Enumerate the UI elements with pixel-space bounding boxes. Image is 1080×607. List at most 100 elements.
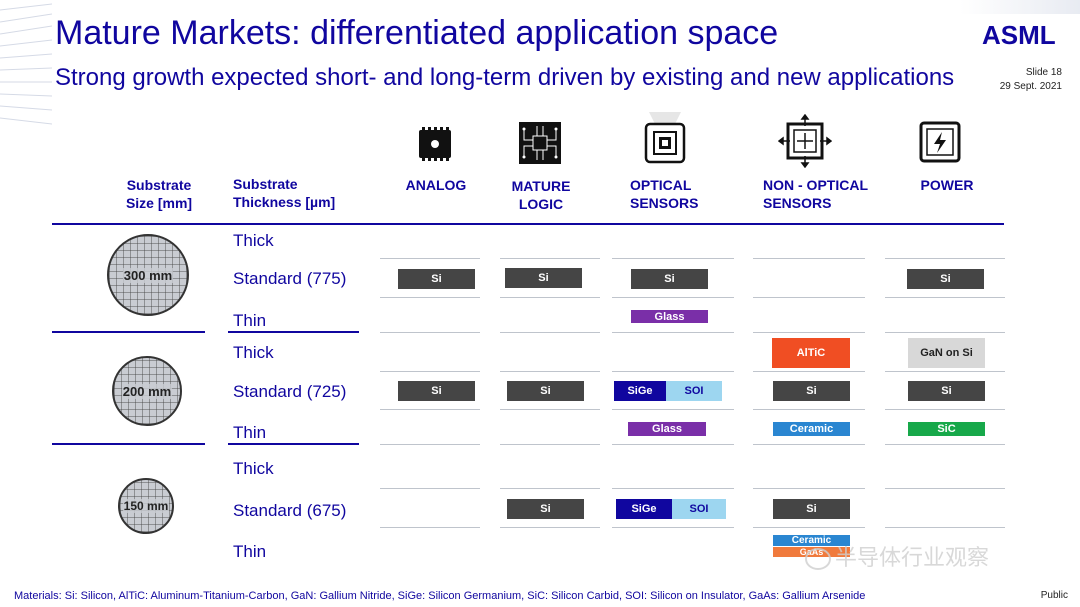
header-substrate-size: Substrate Size [mm] [125,177,193,211]
row-divider [612,258,734,259]
material-glass: Glass [631,310,708,323]
row-divider [753,258,865,259]
group-border [52,443,205,445]
motion-sensor-icon [778,114,832,168]
row-label-thin: Thin [233,311,267,330]
material-si: Si [507,381,584,401]
row-divider [500,409,600,410]
row-divider [885,488,1005,489]
materials-legend: Materials: Si: Silicon, AlTiC: Aluminum-… [14,590,866,602]
row-label-standard: Standard (675) [233,501,347,520]
material-sige: SiGe [616,499,672,519]
row-divider [885,527,1005,528]
wafer-150mm: 150 mm [118,478,174,534]
row-divider [885,258,1005,259]
header-optical-sensors: OPTICAL SENSORS [630,177,699,211]
row-label-standard: Standard (725) [233,382,347,401]
classification-label: Public [1040,590,1068,601]
row-label-thick: Thick [233,459,274,478]
group-border [52,331,205,333]
material-si: Si [398,381,475,401]
row-divider [500,488,600,489]
group-border [228,331,359,333]
row-divider [753,371,865,372]
material-si: Si [773,499,850,519]
row-divider [500,297,600,298]
material-gan-on-si: GaN on Si [908,338,985,368]
material-altic: AlTiC [772,338,850,368]
material-soi: SOI [672,499,726,519]
header-power: POWER [920,177,974,193]
row-divider [753,332,865,333]
row-divider [380,258,480,259]
row-label-standard: Standard (775) [233,269,347,288]
row-divider [612,297,734,298]
wafer-200mm: 200 mm [112,356,182,426]
logic-chip-icon [517,120,563,166]
slide-meta: Slide 18 29 Sept. 2021 [1000,66,1062,94]
header-analog: ANALOG [405,177,467,193]
decorative-band [960,0,1080,14]
table-top-border [52,223,1004,225]
material-ceramic: Ceramic [773,535,850,546]
row-divider [380,488,480,489]
row-divider [885,297,1005,298]
row-divider [885,332,1005,333]
row-divider [380,332,480,333]
chip-icon [413,124,457,164]
row-label-thick: Thick [233,343,274,362]
material-si: Si [631,269,708,289]
row-divider [500,527,600,528]
material-si: Si [773,381,850,401]
material-si: Si [507,499,584,519]
wechat-icon [805,548,831,571]
material-sic: SiC [908,422,985,436]
slide-date: 29 Sept. 2021 [999,81,1062,92]
wafer-150mm-label: 150 mm [122,499,170,513]
material-glass: Glass [628,422,706,436]
page-subtitle: Strong growth expected short- and long-t… [55,64,955,91]
asml-logo: ASML [982,20,1056,50]
material-si: Si [907,269,984,289]
row-divider [753,527,865,528]
row-divider [885,409,1005,410]
row-divider [612,409,734,410]
header-non-optical-sensors: NON - OPTICAL SENSORS [763,177,868,211]
row-divider [612,371,734,372]
power-icon [918,120,962,164]
optical-sensor-icon [643,112,687,166]
row-divider [380,527,480,528]
header-mature-logic: MATURE LOGIC [511,178,571,212]
row-divider [380,371,480,372]
row-divider [753,444,865,445]
wafer-200mm-label: 200 mm [121,383,173,399]
row-label-thin: Thin [233,423,267,442]
material-ceramic: Ceramic [773,422,850,436]
wafer-300mm-label: 300 mm [122,267,174,283]
row-divider [612,332,734,333]
row-divider [500,444,600,445]
row-divider [500,258,600,259]
material-soi: SOI [666,381,722,401]
row-divider [380,409,480,410]
row-divider [753,297,865,298]
header-substrate-thickness: Substrate Thickness [µm] [233,176,336,210]
wafer-300mm: 300 mm [107,234,189,316]
page-title: Mature Markets: differentiated applicati… [55,14,779,52]
row-divider [380,444,480,445]
row-label-thin: Thin [233,542,267,561]
row-divider [753,488,865,489]
row-label-thick: Thick [233,231,274,250]
material-sige: SiGe [614,381,666,401]
row-divider [885,444,1005,445]
row-divider [612,527,734,528]
row-divider [500,332,600,333]
material-si: Si [398,269,475,289]
slide-number: Slide 18 [1025,67,1062,78]
row-divider [380,297,480,298]
material-si: Si [908,381,985,401]
row-divider [753,409,865,410]
material-si: Si [505,268,582,288]
decorative-lines [0,3,52,125]
group-border [228,443,359,445]
